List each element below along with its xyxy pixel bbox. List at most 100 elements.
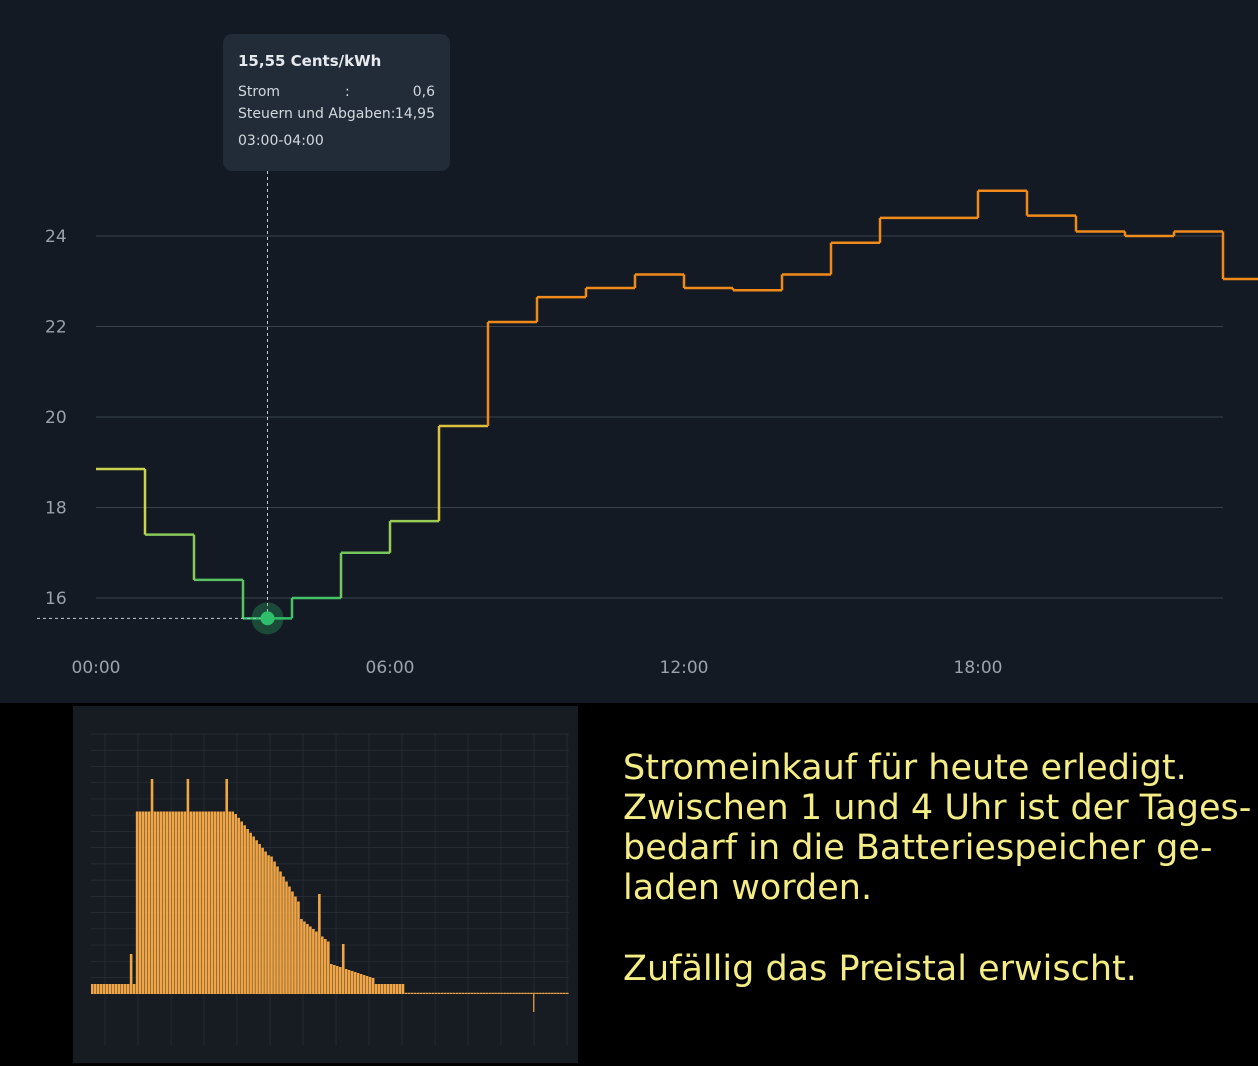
bar [240,821,243,994]
bar [201,811,205,994]
bar [422,992,426,994]
bar [303,921,306,994]
bar [398,984,402,994]
bar [557,992,560,994]
bar [332,965,336,994]
bar [276,866,279,994]
caption-line: Stromeinkauf für heute erledigt. [623,748,1187,788]
bar [566,992,569,994]
bar [404,992,408,994]
bar [99,984,103,994]
bar [437,992,441,994]
bar [464,992,468,994]
bar [180,811,184,994]
bar [338,967,342,994]
bar [195,811,199,994]
bar [542,992,545,994]
y-tick-label: 22 [45,318,67,338]
bar [123,984,127,994]
bar [105,984,109,994]
bar [312,929,315,994]
bar [168,811,172,994]
y-tick-label: 20 [45,408,67,428]
bar [273,861,276,994]
bar [392,984,396,994]
bar [536,992,539,994]
bar [117,984,121,994]
bar [386,984,390,994]
bar [554,992,557,994]
bar [488,992,491,994]
bar [485,992,488,994]
bar [231,811,234,994]
bar [282,876,285,994]
bar [362,975,366,994]
bar [521,992,524,994]
bar [509,992,512,994]
bar [162,811,166,994]
bar [219,811,223,994]
bar [434,992,438,994]
bar [114,984,118,994]
bar [135,811,139,994]
bar [428,992,432,994]
bar [288,886,291,994]
bar [506,992,509,994]
caption-gap [623,908,1253,949]
bar [401,984,405,994]
bar [503,992,506,994]
bar [192,811,196,994]
bar [518,992,521,994]
y-tick-label: 18 [45,499,67,519]
bar [341,944,345,994]
bar [147,811,151,994]
bar [533,994,535,1012]
bar [141,811,145,994]
bar [297,901,300,994]
tooltip-title: 15,55 Cents/kWh [238,52,382,70]
bar [371,978,375,994]
bar [91,984,94,994]
bar [267,855,270,994]
bar [216,811,220,994]
bar [353,972,357,994]
bar [129,954,133,994]
bar [548,992,551,994]
bar [446,992,450,994]
bar [327,941,330,994]
caption-text: Stromeinkauf für heute erledigt. Zwische… [623,748,1253,989]
bar [383,984,387,994]
bar [482,992,485,994]
bar [225,779,229,994]
bar [455,992,459,994]
bar [494,992,497,994]
x-tick-label: 00:00 [72,658,121,678]
x-tick-label: 12:00 [660,658,709,678]
bar [524,992,527,994]
bar [210,811,214,994]
bar [449,992,453,994]
bar [545,992,548,994]
bar [473,992,476,994]
bar [120,984,124,994]
bar [452,992,456,994]
bar [347,970,351,994]
tooltip-colon: : [345,84,350,100]
bar [315,931,318,994]
bar [189,811,193,994]
bar [350,971,354,994]
bar [171,811,175,994]
bar [228,811,232,994]
bar [246,829,249,994]
bar [300,919,303,994]
tooltip-row-strom: Strom : 0,6 [238,81,435,103]
bar [551,992,554,994]
caption-line: laden worden. [623,868,873,908]
bar [413,992,417,994]
bar [515,992,518,994]
bar [237,817,240,994]
bar [461,992,465,994]
bar [291,891,294,994]
bar [207,811,211,994]
bar [234,814,237,994]
